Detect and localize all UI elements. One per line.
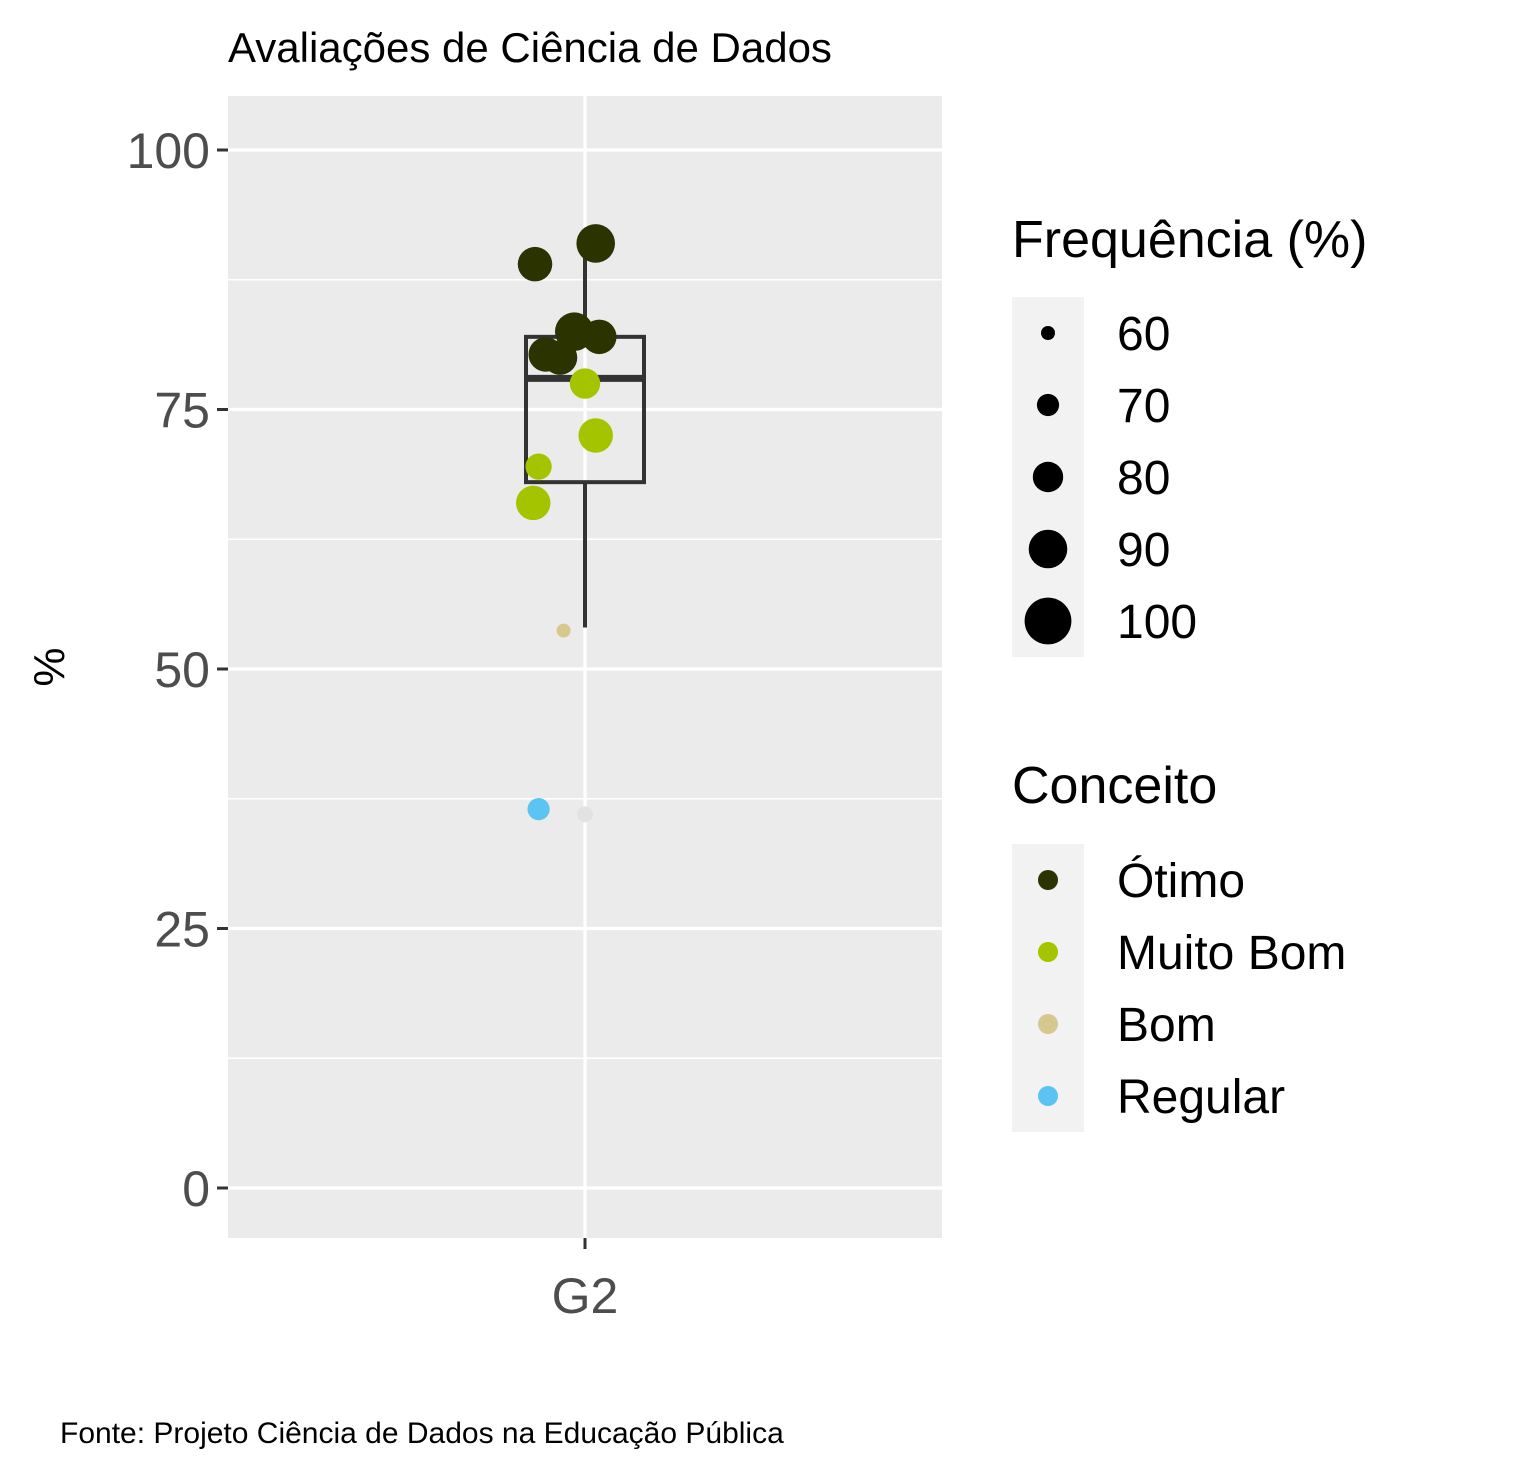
size-legend-label: 90 [1117, 524, 1170, 577]
data-point [582, 319, 617, 355]
y-tick-label: 100 [127, 123, 210, 179]
x-tick-label: G2 [552, 1268, 619, 1324]
data-point [527, 798, 550, 821]
data-point [542, 340, 578, 375]
size-legend-title: Frequência (%) [1012, 211, 1367, 269]
data-point [578, 418, 613, 453]
data-point [569, 368, 601, 399]
size-legend-key [1041, 326, 1055, 340]
y-tick-label: 50 [154, 642, 210, 698]
size-legend-label: 70 [1117, 380, 1170, 433]
color-legend-key [1038, 1086, 1058, 1106]
data-point [517, 246, 553, 282]
color-legend-key [1038, 1014, 1058, 1034]
color-legend-label: Ótimo [1117, 854, 1245, 908]
color-legend-label: Regular [1117, 1071, 1285, 1124]
data-point [515, 485, 551, 521]
size-legend-label: 80 [1117, 452, 1170, 505]
x-axis: G2 [552, 1238, 619, 1324]
y-tick-label: 0 [182, 1161, 210, 1217]
chart-title: Avaliações de Ciência de Dados [228, 24, 832, 71]
size-legend-key [1024, 597, 1072, 645]
color-legend-title: Conceito [1012, 757, 1217, 815]
y-tick-label: 25 [154, 902, 210, 958]
y-axis: 0 25 50 75 100 [127, 123, 228, 1217]
color-legend: Conceito Ótimo Muito Bom Bom Regular [1012, 757, 1346, 1132]
color-legend-key [1038, 870, 1058, 890]
data-points [515, 224, 617, 821]
size-legend-key [1032, 461, 1064, 493]
size-legend: Frequência (%) 60 70 80 90 100 [1012, 211, 1367, 657]
y-axis-label: % [25, 647, 74, 686]
box-outlier [577, 806, 593, 823]
data-point [556, 623, 571, 638]
size-legend-key [1028, 529, 1068, 569]
size-legend-label: 100 [1117, 596, 1197, 649]
color-legend-label: Muito Bom [1117, 927, 1346, 980]
chart-caption: Fonte: Projeto Ciência de Dados na Educa… [60, 1417, 784, 1450]
size-legend-key [1036, 393, 1060, 417]
y-tick-label: 75 [154, 383, 210, 439]
color-legend-label: Bom [1117, 999, 1216, 1052]
color-legend-key [1038, 942, 1058, 962]
color-legend-key-bg [1012, 844, 1084, 1132]
data-point [576, 224, 616, 263]
data-point [525, 453, 552, 480]
size-legend-label: 60 [1117, 308, 1170, 361]
